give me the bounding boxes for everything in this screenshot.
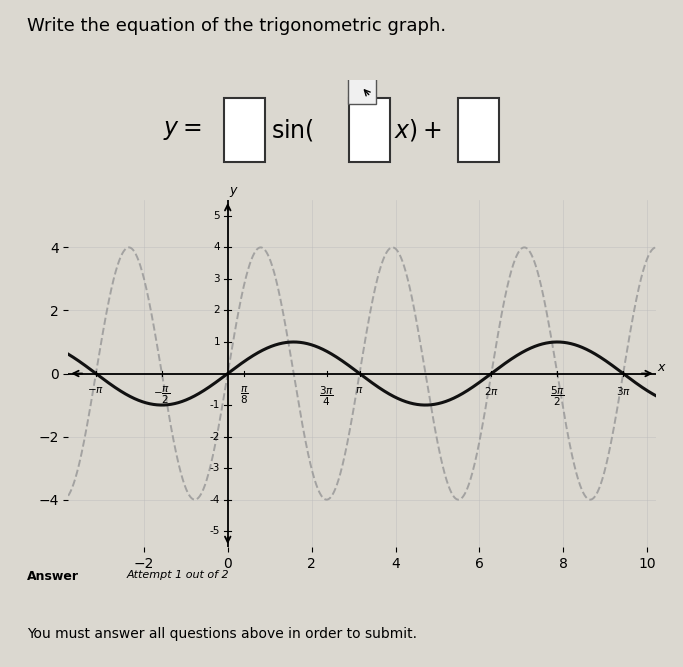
Text: 5: 5 xyxy=(214,211,220,221)
FancyBboxPatch shape xyxy=(348,74,376,104)
Text: $-\pi$: $-\pi$ xyxy=(87,385,104,395)
Text: $\pi$: $\pi$ xyxy=(355,385,364,395)
FancyBboxPatch shape xyxy=(458,98,499,163)
Text: $-\dfrac{\pi}{2}$: $-\dfrac{\pi}{2}$ xyxy=(153,385,171,406)
Text: x: x xyxy=(658,362,665,374)
Text: $\dfrac{3\pi}{4}$: $\dfrac{3\pi}{4}$ xyxy=(319,385,334,408)
Text: $x)+$: $x)+$ xyxy=(393,117,441,143)
Text: -4: -4 xyxy=(210,495,220,505)
Text: $3\pi$: $3\pi$ xyxy=(615,385,630,397)
Text: 4: 4 xyxy=(214,242,220,252)
Text: 1: 1 xyxy=(214,337,220,347)
Text: Write the equation of the trigonometric graph.: Write the equation of the trigonometric … xyxy=(27,17,447,35)
Text: $\dfrac{5\pi}{2}$: $\dfrac{5\pi}{2}$ xyxy=(550,385,565,408)
Text: y: y xyxy=(229,184,236,197)
Text: $\dfrac{\pi}{8}$: $\dfrac{\pi}{8}$ xyxy=(240,385,249,406)
FancyBboxPatch shape xyxy=(348,98,390,163)
Text: 2: 2 xyxy=(214,305,220,315)
Text: Answer: Answer xyxy=(27,570,79,583)
FancyBboxPatch shape xyxy=(224,98,265,163)
Text: -1: -1 xyxy=(210,400,220,410)
Text: $2\pi$: $2\pi$ xyxy=(484,385,499,397)
Text: -3: -3 xyxy=(210,463,220,473)
Text: You must answer all questions above in order to submit.: You must answer all questions above in o… xyxy=(27,627,417,641)
Text: -5: -5 xyxy=(210,526,220,536)
Text: $\mathrm{sin}($: $\mathrm{sin}($ xyxy=(270,117,314,143)
Text: 3: 3 xyxy=(214,274,220,284)
Text: -2: -2 xyxy=(210,432,220,442)
Text: Attempt 1 out of 2: Attempt 1 out of 2 xyxy=(126,570,229,580)
Text: $y=$: $y=$ xyxy=(163,119,201,141)
